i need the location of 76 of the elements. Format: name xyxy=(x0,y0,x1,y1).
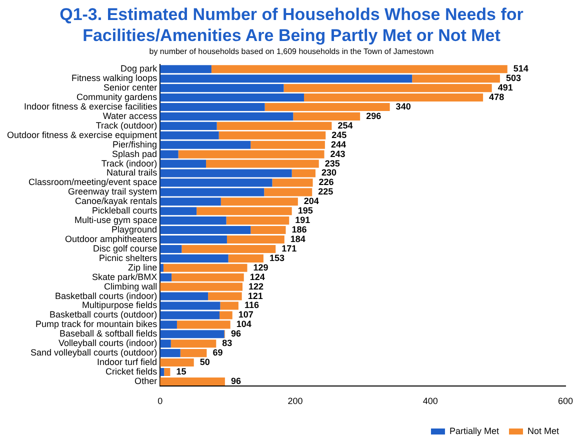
total-label: 186 xyxy=(292,224,307,235)
total-label: 15 xyxy=(176,366,186,376)
y-tick-label: Playground xyxy=(112,224,158,235)
x-tick-label: 600 xyxy=(558,396,574,406)
y-tick-label: Cricket fields xyxy=(106,366,158,376)
total-label: 171 xyxy=(282,243,297,254)
y-tick-label: Outdoor amphitheaters xyxy=(65,234,158,244)
y-tick-label: Splash pad xyxy=(112,148,158,159)
y-tick-label: Greenway trail system xyxy=(68,186,158,197)
y-tick-label: Pickleball courts xyxy=(92,206,158,216)
total-label: 340 xyxy=(396,101,411,112)
total-label: 124 xyxy=(250,272,265,282)
total-label: 184 xyxy=(290,234,306,244)
total-label: 254 xyxy=(338,120,353,130)
x-tick-label: 0 xyxy=(158,396,163,406)
total-label: 245 xyxy=(332,130,347,140)
total-label: 50 xyxy=(200,357,210,368)
total-label: 514 xyxy=(513,64,528,74)
y-tick-label: Baseball & softball fields xyxy=(60,328,158,339)
total-label: 296 xyxy=(366,110,382,121)
y-tick-label: Pump track for mountain bikes xyxy=(36,319,158,330)
y-tick-label: Indoor turf field xyxy=(97,357,158,368)
y-tick-label: Community gardens xyxy=(76,92,158,102)
total-label: 491 xyxy=(498,82,513,93)
y-tick-label: Pier/fishing xyxy=(112,139,158,150)
chart-title: Q1-3. Estimated Number of Households Whose Needs for Facilities/Amenities Are Being Partly Met or Not Met xyxy=(58,4,524,46)
y-tick-label: Fitness walking loops xyxy=(72,73,158,84)
total-label: 104 xyxy=(236,319,252,330)
total-label: 225 xyxy=(318,186,334,197)
total-label: 478 xyxy=(489,92,504,102)
total-label: 107 xyxy=(238,310,254,320)
total-label: 153 xyxy=(269,252,284,263)
total-label: 226 xyxy=(318,177,334,188)
y-tick-label: Multipurpose fields xyxy=(82,300,158,310)
legend-label: Partially Met xyxy=(449,426,500,436)
y-tick-label: Picnic shelters xyxy=(99,252,158,263)
total-label: 96 xyxy=(230,376,241,386)
y-tick-label: Senior center xyxy=(104,82,158,93)
y-tick-label: Track (indoor) xyxy=(101,158,158,168)
y-tick-label: Classroom/meeting/event space xyxy=(28,177,158,188)
total-label: 121 xyxy=(248,290,263,301)
y-tick-label: Dog park xyxy=(120,64,158,74)
y-tick-label: Basketball courts (indoor) xyxy=(55,290,158,301)
y-tick-label: Climbing wall xyxy=(104,281,158,292)
total-label: 244 xyxy=(330,139,346,150)
y-tick-label: Multi-use gym space xyxy=(74,215,158,226)
total-label: 503 xyxy=(506,73,521,84)
y-tick-label: Skate park/BMX xyxy=(92,272,158,282)
total-label: 96 xyxy=(230,328,241,339)
y-tick-label: Canoe/kayak rentals xyxy=(75,196,158,206)
total-label: 69 xyxy=(212,348,223,358)
legend-label: Not Met xyxy=(527,426,560,436)
total-label: 235 xyxy=(324,158,340,168)
total-label: 191 xyxy=(295,215,310,226)
y-tick-label: Track (outdoor) xyxy=(96,120,158,130)
y-tick-label: Disc golf course xyxy=(93,243,158,254)
y-tick-label: Volleyball courts (indoor) xyxy=(58,338,158,348)
total-label: 122 xyxy=(248,281,264,292)
y-tick-label: Other xyxy=(134,376,158,386)
y-tick-label: Basketball courts (outdoor) xyxy=(50,310,158,320)
y-tick-label: Sand volleyball courts (outdoor) xyxy=(30,348,158,358)
total-label: 243 xyxy=(330,148,346,159)
total-label: 129 xyxy=(253,262,268,272)
total-label: 204 xyxy=(304,196,319,206)
y-tick-label: Natural trails xyxy=(106,168,158,178)
y-tick-label: Indoor fitness & exercise facilities xyxy=(24,101,158,112)
y-tick-label: Outdoor fitness & exercise equipment xyxy=(7,130,158,140)
total-label: 116 xyxy=(244,300,259,310)
total-label: 83 xyxy=(222,338,232,348)
chart-subtitle: by number of households based on 1,609 households in the Town of Jamestown xyxy=(148,47,435,56)
x-tick-label: 200 xyxy=(288,396,303,406)
y-tick-label: Zip line xyxy=(128,262,158,272)
total-label: 195 xyxy=(298,206,313,216)
x-tick-label: 400 xyxy=(422,396,438,406)
total-label: 230 xyxy=(321,168,337,178)
y-tick-label: Water access xyxy=(102,110,158,121)
